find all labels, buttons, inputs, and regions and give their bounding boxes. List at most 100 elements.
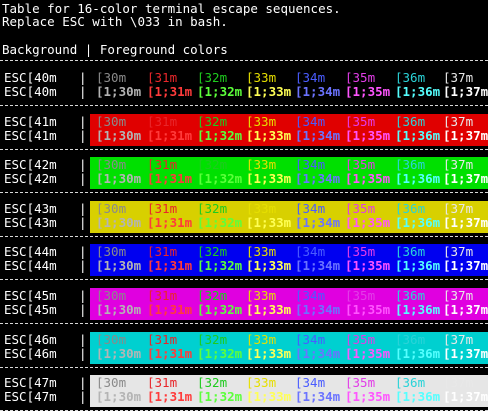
background-code: ESC[47m <box>4 389 57 405</box>
bold-foreground-sample: [1;35m <box>345 214 391 230</box>
column-separator: | <box>79 70 87 85</box>
separator-line <box>0 279 488 281</box>
bold-foreground-sample: [1;35m <box>345 345 391 361</box>
foreground-sample: [35m <box>345 157 376 173</box>
column-separator: | <box>79 389 87 405</box>
bold-foreground-sample: [1;37m <box>443 127 488 143</box>
bold-foreground-sample: [1;31m <box>147 345 193 361</box>
foreground-sample: [37m <box>443 244 474 260</box>
background-swatch <box>90 200 488 233</box>
bold-foreground-sample: [1;33m <box>246 345 292 361</box>
bold-foreground-sample: [1;36m <box>395 258 441 274</box>
foreground-sample: [34m <box>295 70 326 85</box>
intro-line-1: Table for 16-color terminal escape seque… <box>2 1 341 16</box>
foreground-sample: [37m <box>443 375 474 391</box>
background-code: ESC[44m <box>4 258 57 274</box>
bold-foreground-sample: [1;37m <box>443 214 488 230</box>
foreground-sample: [37m <box>443 157 474 173</box>
bold-foreground-sample: [1;32m <box>197 84 243 99</box>
table-row: ESC[40m ESC[40m | | [30m [31m [32m [33m [34m [35m… <box>0 68 488 104</box>
foreground-sample: [37m <box>443 200 474 216</box>
separator-line <box>0 235 488 237</box>
foreground-sample: [30m <box>96 113 127 129</box>
bold-foreground-sample: [1;35m <box>345 127 391 143</box>
background-code: ESC[46m <box>4 345 57 361</box>
foreground-sample: [34m <box>295 244 326 260</box>
bold-foreground-sample: [1;31m <box>147 171 193 187</box>
foreground-sample: [36m <box>395 288 426 303</box>
foreground-sample: [37m <box>443 70 474 85</box>
foreground-sample: [33m <box>246 157 277 173</box>
background-code: ESC[40m <box>4 70 57 85</box>
bold-foreground-sample: [1;37m <box>443 171 488 187</box>
separator-line <box>0 105 488 106</box>
table-header: Background | Foreground colors <box>2 42 228 57</box>
background-swatch <box>90 331 488 364</box>
column-separator: | <box>79 288 87 303</box>
foreground-sample: [33m <box>246 200 277 216</box>
column-separator: | <box>79 331 87 347</box>
column-separator: | <box>79 244 87 260</box>
bold-foreground-sample: [1;36m <box>395 389 441 405</box>
background-code: ESC[41m <box>4 113 57 129</box>
foreground-sample: [31m <box>147 200 178 216</box>
foreground-sample: [35m <box>345 113 376 129</box>
foreground-sample: [31m <box>147 244 178 260</box>
bold-foreground-sample: [1;33m <box>246 127 292 143</box>
foreground-sample: [34m <box>295 375 326 391</box>
table-row: ESC[41m ESC[41m | | [30m [31m [32m [33m [34m [35m… <box>0 112 488 148</box>
bold-foreground-sample: [1;34m <box>295 214 341 230</box>
table-row: ESC[47m ESC[47m | | [30m [31m [32m [33m [34m [35m… <box>0 373 488 409</box>
table-row: ESC[46m ESC[46m | | [30m [31m [32m [33m [34m [35m… <box>0 330 488 366</box>
background-code: ESC[45m <box>4 302 57 317</box>
background-swatch <box>90 157 488 190</box>
table-row: ESC[44m ESC[44m | | [30m [31m [32m [33m [34m [35m… <box>0 242 488 278</box>
bold-foreground-sample: [1;34m <box>295 171 341 187</box>
bold-foreground-sample: [1;32m <box>197 302 243 317</box>
bold-foreground-sample: [1;35m <box>345 84 391 99</box>
foreground-sample: [32m <box>197 331 228 347</box>
bold-foreground-sample: [1;36m <box>395 171 441 187</box>
foreground-sample: [35m <box>345 288 376 303</box>
column-separator: | <box>79 345 87 361</box>
foreground-sample: [30m <box>96 70 127 85</box>
bold-foreground-sample: [1;30m <box>96 389 142 405</box>
foreground-sample: [34m <box>295 200 326 216</box>
separator-line <box>0 192 488 194</box>
foreground-sample: [32m <box>197 288 228 303</box>
background-code: ESC[42m <box>4 171 57 187</box>
foreground-sample: [34m <box>295 113 326 129</box>
bold-foreground-sample: [1;32m <box>197 127 243 143</box>
foreground-sample: [35m <box>345 375 376 391</box>
bold-foreground-sample: [1;35m <box>345 302 391 317</box>
column-separator: | <box>79 214 87 230</box>
foreground-sample: [34m <box>295 331 326 347</box>
bold-foreground-sample: [1;34m <box>295 84 341 99</box>
bold-foreground-sample: [1;32m <box>197 214 243 230</box>
foreground-sample: [35m <box>345 70 376 85</box>
foreground-sample: [35m <box>345 331 376 347</box>
bold-foreground-sample: [1;31m <box>147 389 193 405</box>
bold-foreground-sample: [1;37m <box>443 258 488 274</box>
foreground-sample: [33m <box>246 244 277 260</box>
foreground-sample: [33m <box>246 113 277 129</box>
column-separator: | <box>79 157 87 173</box>
bold-foreground-sample: [1;32m <box>197 345 243 361</box>
foreground-sample: [37m <box>443 113 474 129</box>
foreground-sample: [32m <box>197 70 228 85</box>
foreground-sample: [33m <box>246 331 277 347</box>
foreground-sample: [30m <box>96 244 127 260</box>
foreground-sample: [31m <box>147 331 178 347</box>
bold-foreground-sample: [1;30m <box>96 302 142 317</box>
bold-foreground-sample: [1;36m <box>395 345 441 361</box>
foreground-sample: [30m <box>96 200 127 216</box>
bold-foreground-sample: [1;32m <box>197 389 243 405</box>
foreground-sample: [37m <box>443 288 474 303</box>
bold-foreground-sample: [1;37m <box>443 302 488 317</box>
bold-foreground-sample: [1;36m <box>395 214 441 230</box>
bold-foreground-sample: [1;31m <box>147 302 193 317</box>
bold-foreground-sample: [1;30m <box>96 214 142 230</box>
background-code: ESC[43m <box>4 214 57 230</box>
foreground-sample: [31m <box>147 375 178 391</box>
